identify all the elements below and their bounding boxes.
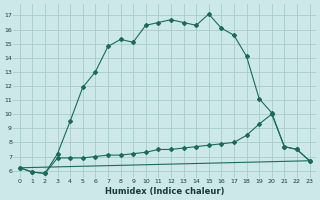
X-axis label: Humidex (Indice chaleur): Humidex (Indice chaleur)	[105, 187, 224, 196]
